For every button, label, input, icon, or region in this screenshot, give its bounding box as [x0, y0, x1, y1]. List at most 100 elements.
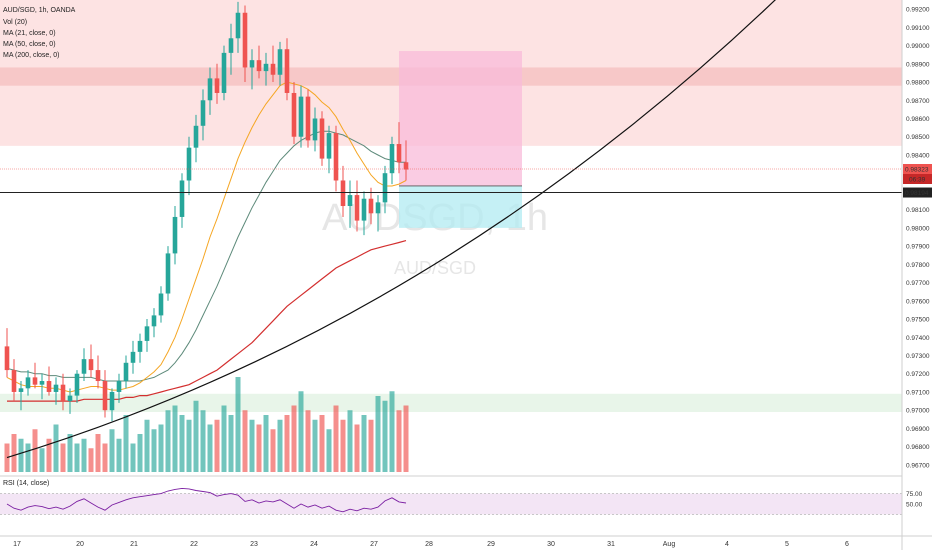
candle-body: [88, 359, 94, 371]
candle-body: [123, 362, 129, 382]
volume-bar: [165, 410, 171, 472]
volume-bar: [200, 410, 206, 472]
candle-body: [291, 92, 297, 137]
candle-body: [172, 216, 178, 254]
time-tick-label: 27: [370, 541, 378, 548]
countdown-badge: [903, 173, 932, 184]
price-tick-label: 0.97900: [906, 244, 930, 251]
volume-bar: [270, 429, 276, 472]
volume-bar: [74, 443, 80, 472]
price-tick-label: 0.97100: [906, 389, 930, 396]
current-price-label: 0.98323: [905, 166, 929, 173]
volume-bar: [172, 405, 178, 472]
candle-body: [81, 359, 87, 374]
volume-bar: [263, 415, 269, 472]
time-tick-label: 5: [785, 541, 789, 548]
rsi-mid-label: 50.00: [906, 502, 923, 509]
candle-body: [74, 373, 80, 396]
price-tick-label: 0.98000: [906, 225, 930, 232]
volume-bar: [326, 429, 332, 472]
candle-body: [361, 198, 367, 221]
candles-layer: [4, 1, 409, 422]
candle-body: [165, 253, 171, 294]
volume-bar: [193, 400, 199, 472]
price-tick-label: 0.99200: [906, 7, 930, 14]
candle-body: [235, 12, 241, 39]
price-tick-label: 0.97700: [906, 280, 930, 287]
time-tick-label: 20: [76, 541, 84, 548]
candle-body: [249, 60, 255, 68]
legend-vol: Vol (20): [3, 19, 27, 26]
volume-bar: [32, 429, 38, 472]
price-tick-label: 0.96800: [906, 444, 930, 451]
candle-body: [333, 133, 339, 181]
candle-body: [403, 162, 409, 170]
candle-body: [200, 100, 206, 126]
time-tick-label: 23: [250, 541, 258, 548]
position-tool[interactable]: [399, 51, 522, 228]
price-tick-label: 0.97000: [906, 408, 930, 415]
volume-bar: [312, 419, 318, 472]
volume-bar: [4, 443, 10, 472]
candle-body: [375, 202, 381, 214]
candle-body: [305, 96, 311, 141]
candle-body: [312, 118, 318, 141]
time-tick-label: 17: [13, 541, 21, 548]
price-tick-label: 0.96900: [906, 426, 930, 433]
candle-body: [207, 78, 213, 101]
time-tick-label: 6: [845, 541, 849, 548]
candle-body: [193, 125, 199, 148]
price-tick-label: 0.98400: [906, 152, 930, 159]
volume-bar: [88, 448, 94, 472]
candle-body: [102, 381, 108, 411]
price-tick-label: 0.97400: [906, 335, 930, 342]
candle-body: [60, 384, 66, 402]
candle-body: [130, 351, 136, 363]
price-tick-label: 0.98800: [906, 80, 930, 87]
candle-body: [382, 173, 388, 203]
volume-bar: [389, 391, 395, 472]
candle-body: [53, 384, 59, 392]
rsi-upper-label: 75.00: [906, 491, 923, 498]
volume-bar: [340, 419, 346, 472]
hline-badge: [903, 187, 932, 198]
legend: AUD/SGD, 1h, OANDA Vol (20) MA (21, clos…: [3, 7, 76, 59]
time-tick-label: Aug: [663, 541, 676, 548]
volume-bar: [305, 410, 311, 472]
volume-bar: [102, 443, 108, 472]
price-tick-label: 0.98700: [906, 98, 930, 105]
candle-body: [263, 63, 269, 72]
volume-bar: [256, 424, 262, 472]
price-tick-label: 0.98500: [906, 134, 930, 141]
candle-body: [277, 49, 283, 75]
price-lines-layer: [0, 168, 902, 194]
candle-body: [95, 370, 101, 382]
volume-bar: [277, 419, 283, 472]
candle-body: [347, 195, 353, 207]
volume-bar: [396, 410, 402, 472]
price-tick-label: 0.96700: [906, 462, 930, 469]
trendline-layer[interactable]: [6, 0, 777, 459]
volume-bar: [123, 415, 129, 472]
price-tick-label: 0.97200: [906, 371, 930, 378]
volume-bar: [298, 391, 304, 472]
position-stop-zone: [399, 51, 522, 186]
candle-body: [389, 144, 395, 174]
volume-bar: [81, 438, 87, 472]
volume-bar: [221, 405, 227, 472]
time-tick-label: 30: [547, 541, 555, 548]
candle-body: [32, 377, 38, 385]
candle-body: [396, 144, 402, 163]
candle-body: [256, 60, 262, 72]
price-tick-label: 0.98100: [906, 207, 930, 214]
volume-bar: [186, 419, 192, 472]
volume-bar: [214, 419, 220, 472]
price-tick-label: 0.97800: [906, 262, 930, 269]
time-tick-label: 24: [310, 541, 318, 548]
time-tick-label: 29: [487, 541, 495, 548]
time-tick-label: 21: [130, 541, 138, 548]
legend-ma200: MA (200, close, 0): [3, 52, 59, 59]
legend-ma50: MA (50, close, 0): [3, 41, 56, 48]
price-tick-label: 0.99100: [906, 25, 930, 32]
